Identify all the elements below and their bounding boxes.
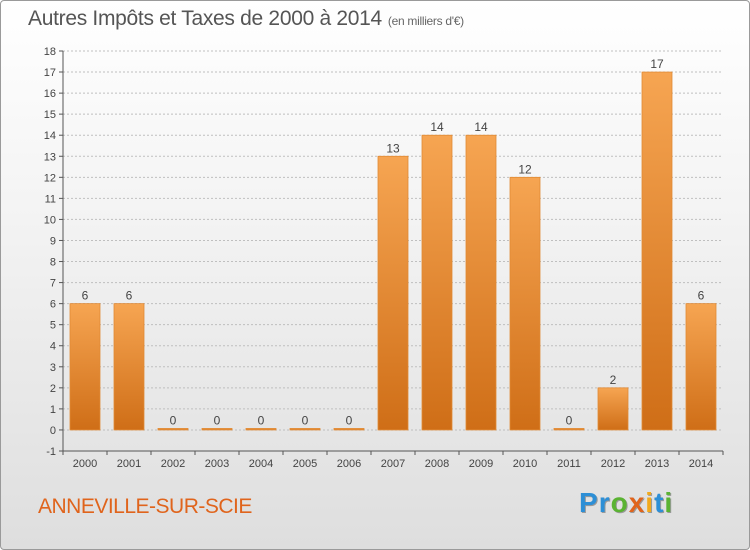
x-tick-label: 2009 [469, 458, 493, 470]
x-tick-label: 2006 [337, 458, 361, 470]
chart-title-text: Autres Impôts et Taxes de 2000 à 2014 [28, 7, 382, 30]
y-tick-label: 18 [44, 46, 56, 58]
bar-value-label: 0 [258, 413, 265, 427]
y-tick-label: 13 [44, 151, 56, 163]
bar-value-label: 14 [430, 120, 444, 134]
y-tick-label: 3 [50, 362, 56, 374]
bar-value-label: 0 [302, 413, 309, 427]
x-tick-label: 2003 [205, 458, 229, 470]
y-tick-label: 15 [44, 109, 56, 121]
y-tick-label: 14 [44, 130, 56, 142]
bar-value-label: 0 [346, 413, 353, 427]
logo-letter: x [628, 487, 646, 518]
chart-subtitle: (en milliers d'€) [387, 14, 464, 28]
x-tick-label: 2014 [689, 458, 713, 470]
y-tick-label: 10 [44, 214, 56, 226]
bar [113, 303, 145, 431]
y-tick-label: 4 [50, 341, 56, 353]
bar-value-label: 13 [386, 141, 400, 155]
x-tick-label: 2000 [73, 458, 97, 470]
x-tick-label: 2004 [249, 458, 273, 470]
commune-name: ANNEVILLE-SUR-SCIE [38, 495, 252, 518]
y-tick-label: 8 [50, 257, 56, 269]
y-tick-label: 5 [50, 320, 56, 332]
bar [333, 428, 365, 431]
bar [509, 176, 541, 431]
bar [157, 428, 189, 431]
y-tick-label: 7 [50, 278, 56, 290]
y-tick-label: 9 [50, 235, 56, 247]
x-tick-label: 2007 [381, 458, 405, 470]
bar [685, 303, 717, 431]
bar [69, 303, 101, 431]
chart-title: Autres Impôts et Taxes de 2000 à 2014 (en… [28, 7, 464, 31]
proxiti-logo: Proxiti [579, 487, 673, 519]
logo-letter: r [598, 487, 611, 518]
y-tick-label: 17 [44, 67, 56, 79]
y-tick-label: 16 [44, 88, 56, 100]
y-tick-label: 11 [45, 193, 56, 205]
logo-letter: t [654, 487, 665, 518]
y-tick-label: 6 [50, 299, 56, 311]
y-tick-label: 0 [50, 425, 56, 437]
x-tick-label: 2008 [425, 458, 449, 470]
x-tick-label: 2002 [161, 458, 185, 470]
bar-value-label: 0 [170, 413, 177, 427]
logo-letter: P [579, 487, 599, 518]
bar-value-label: 2 [610, 373, 617, 387]
bar-value-label: 14 [474, 120, 488, 134]
bar [465, 134, 497, 431]
x-tick-label: 2013 [645, 458, 669, 470]
bar-value-label: 0 [566, 413, 573, 427]
bar [201, 428, 233, 431]
bar-value-label: 6 [82, 289, 89, 303]
bar [245, 428, 277, 431]
logo-letter: o [610, 487, 629, 518]
logo-letter: i [664, 487, 674, 518]
bar [641, 71, 673, 431]
logo-letter: i [645, 487, 655, 518]
y-tick-label: -1 [46, 446, 56, 458]
bar [597, 387, 629, 431]
bar [421, 134, 453, 431]
x-tick-label: 2005 [293, 458, 317, 470]
x-tick-label: 2001 [117, 458, 141, 470]
bar-value-label: 6 [698, 289, 705, 303]
y-tick-label: 1 [50, 404, 56, 416]
bar-value-label: 0 [214, 413, 221, 427]
x-tick-label: 2012 [601, 458, 625, 470]
y-tick-label: 2 [50, 383, 56, 395]
bar [377, 155, 409, 431]
y-tick-label: 12 [44, 172, 56, 184]
bar-value-label: 12 [518, 162, 532, 176]
x-tick-label: 2011 [557, 458, 581, 470]
bar-value-label: 6 [126, 289, 133, 303]
bar-value-label: 17 [650, 57, 664, 71]
x-tick-label: 2010 [513, 458, 537, 470]
bar [289, 428, 321, 431]
bar [553, 428, 585, 431]
